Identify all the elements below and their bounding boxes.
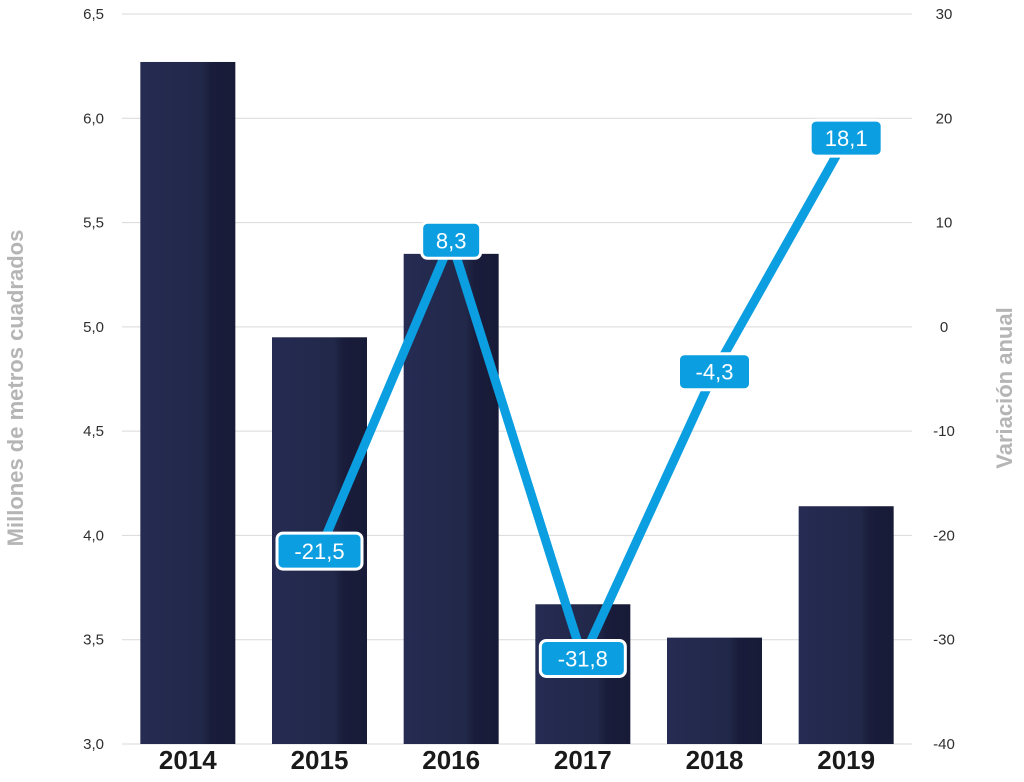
data-label-box (808, 118, 884, 158)
y-tick-left: 6,5 (83, 6, 104, 23)
x-tick-label: 2017 (554, 745, 612, 775)
y-tick-right: 30 (936, 6, 953, 23)
y-tick-left: 6,0 (83, 110, 104, 127)
data-label: -21,5 (294, 539, 344, 564)
gridlines (122, 13, 912, 745)
x-tick-label: 2016 (422, 745, 480, 775)
data-label-box (275, 531, 364, 571)
y-tick-right: -30 (933, 632, 955, 649)
variation-line (315, 133, 851, 663)
data-label: -31,8 (558, 646, 608, 671)
y-tick-left: 5,0 (83, 319, 104, 336)
data-label: 18,1 (825, 126, 868, 151)
y-tick-right: 20 (936, 110, 953, 127)
bar (140, 61, 236, 744)
y-axis-title-right: Variación anual (992, 307, 1017, 468)
x-tick-label: 2014 (159, 745, 217, 775)
bar (798, 506, 894, 744)
variation-line-path (315, 133, 851, 663)
data-label: -4,3 (696, 360, 734, 385)
y-tick-left: 4,0 (83, 527, 104, 544)
y-axis-title-left: Millones de metros cuadrados (3, 230, 28, 547)
data-label-box (420, 220, 483, 260)
y-tick-right: -20 (933, 527, 955, 544)
y-tick-right: 10 (936, 215, 953, 232)
y-tick-right: -10 (933, 423, 955, 440)
data-label-box (538, 638, 627, 678)
y-tick-left: 4,5 (83, 423, 104, 440)
y-tick-left: 3,5 (83, 632, 104, 649)
x-tick-label: 2019 (817, 745, 875, 775)
y-tick-left: 5,5 (83, 215, 104, 232)
x-tick-label: 2015 (291, 745, 349, 775)
data-labels: -21,5 8,3 -31,8 -4,3 18,1 (275, 118, 884, 678)
y-tick-right: 0 (940, 319, 948, 336)
bar (667, 637, 762, 744)
y-tick-right: -40 (933, 736, 955, 753)
data-label: 8,3 (436, 228, 467, 253)
axis-ticks: 6,5 6,0 5,5 5,0 4,5 4,0 3,5 3,0 30 20 10 0 -10 -20 -30… (83, 6, 955, 775)
x-tick-label: 2018 (686, 745, 744, 775)
data-label-box (677, 352, 752, 392)
bars (140, 61, 894, 744)
y-tick-left: 3,0 (83, 736, 104, 753)
